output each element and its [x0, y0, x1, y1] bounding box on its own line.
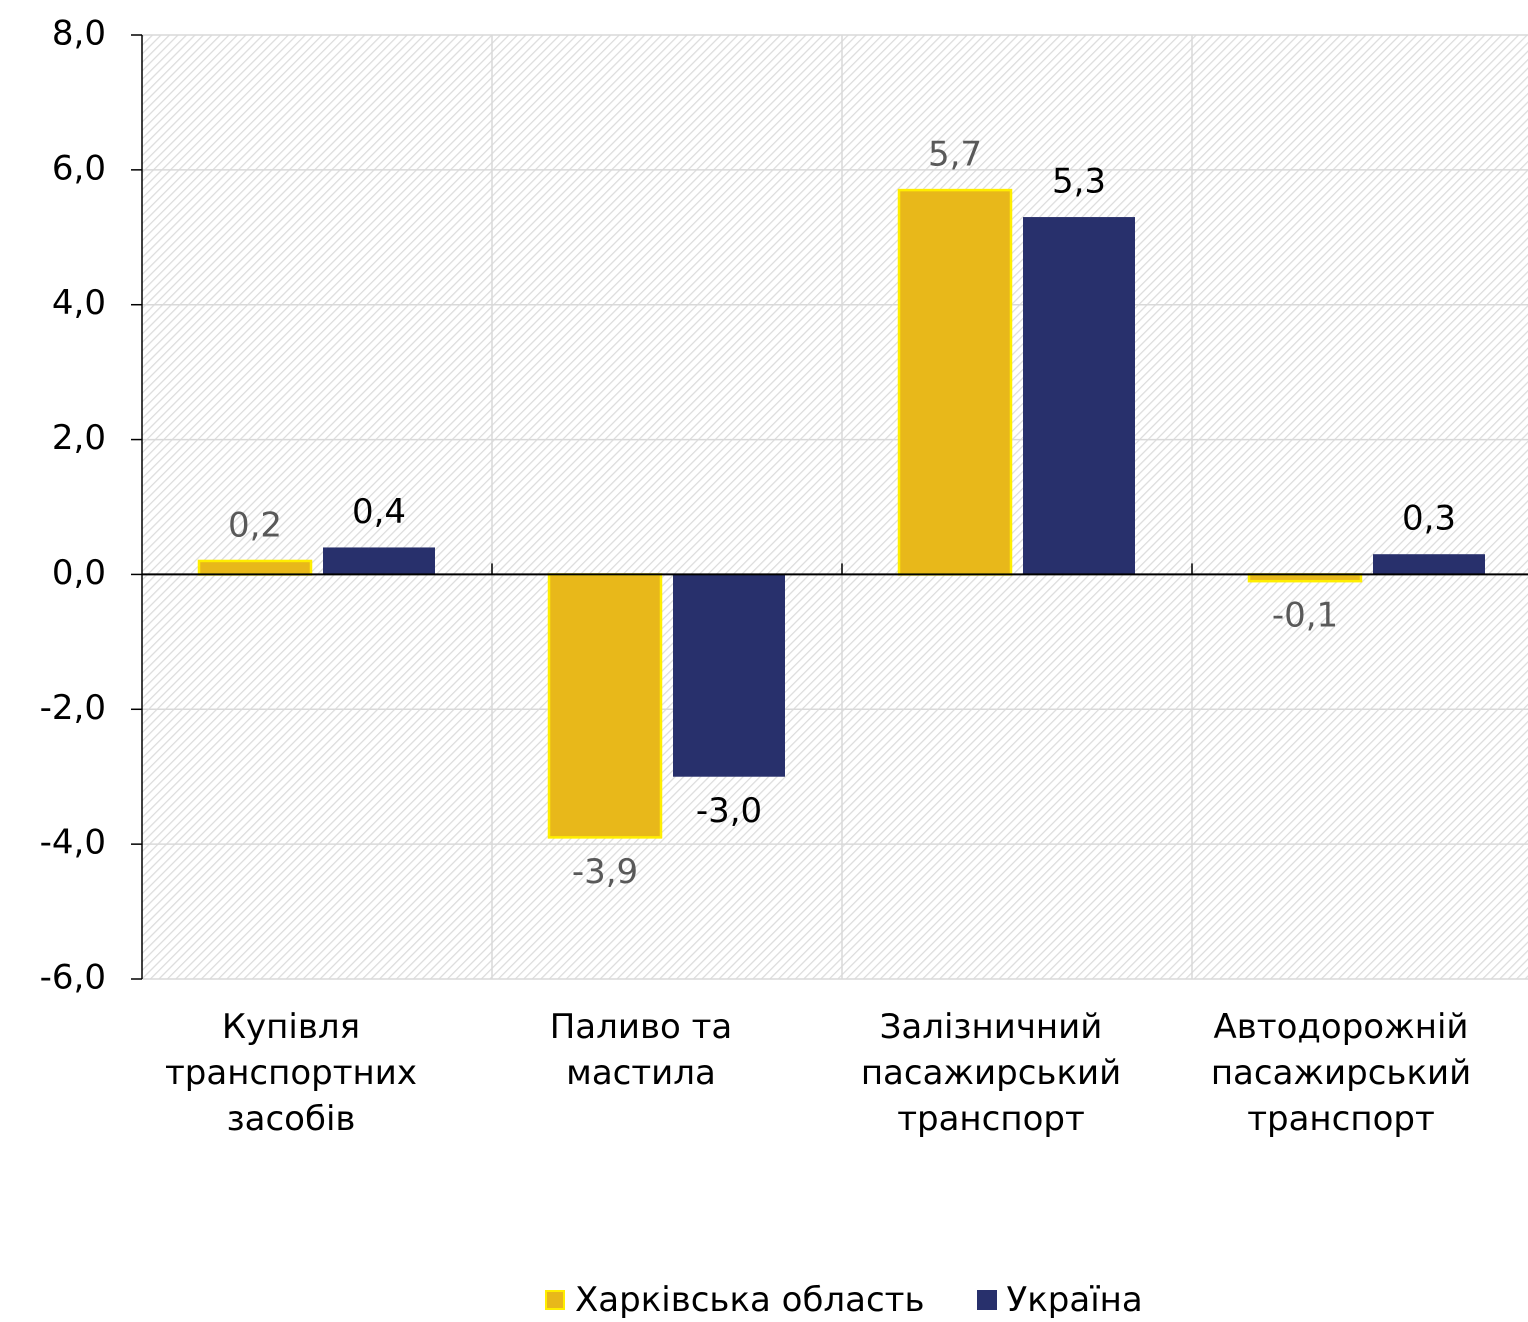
bar: [547, 573, 663, 839]
legend-swatch: [545, 1290, 565, 1310]
bar: [897, 188, 1013, 576]
x-tick-label: Паливо та мастила: [549, 1007, 733, 1093]
bar: [323, 547, 435, 575]
value-label: 0,4: [352, 492, 406, 532]
y-tick-label: 2,0: [52, 418, 106, 458]
value-label: 5,3: [1052, 162, 1106, 202]
value-label: -3,0: [696, 791, 762, 831]
y-tick-label: 8,0: [52, 14, 106, 54]
y-tick-label: 6,0: [52, 148, 106, 188]
bar: [197, 559, 313, 576]
x-tick-label: Автодорожній пасажирський транспорт: [1210, 1007, 1472, 1139]
x-tick-label: Купівля транспортних засобів: [164, 1007, 417, 1139]
value-label: 5,7: [928, 135, 982, 175]
bar: [1373, 554, 1485, 575]
y-tick-label: 4,0: [52, 283, 106, 323]
value-label: -0,1: [1272, 596, 1338, 636]
bar: [1247, 573, 1363, 583]
legend-swatch: [976, 1290, 997, 1310]
legend-label: Україна: [1006, 1280, 1143, 1320]
legend-label: Харківська область: [575, 1280, 925, 1320]
y-tick-label: 0,0: [52, 553, 106, 593]
y-tick-label: -4,0: [40, 823, 106, 863]
y-tick-label: -2,0: [40, 688, 106, 728]
x-tick-label: Залізничний пасажирський транспорт: [860, 1007, 1122, 1139]
y-tick-label: -6,0: [40, 958, 106, 998]
legend-item: Харківська область: [545, 1280, 925, 1320]
value-label: -3,9: [572, 852, 638, 892]
value-label: 0,2: [228, 505, 282, 545]
legend: Харківська область Україна: [545, 1280, 1195, 1320]
bar: [673, 574, 785, 777]
value-label: 0,3: [1402, 499, 1456, 539]
legend-item: Україна: [976, 1280, 1143, 1320]
bar: [1023, 217, 1135, 575]
plot-area: [142, 35, 1528, 979]
